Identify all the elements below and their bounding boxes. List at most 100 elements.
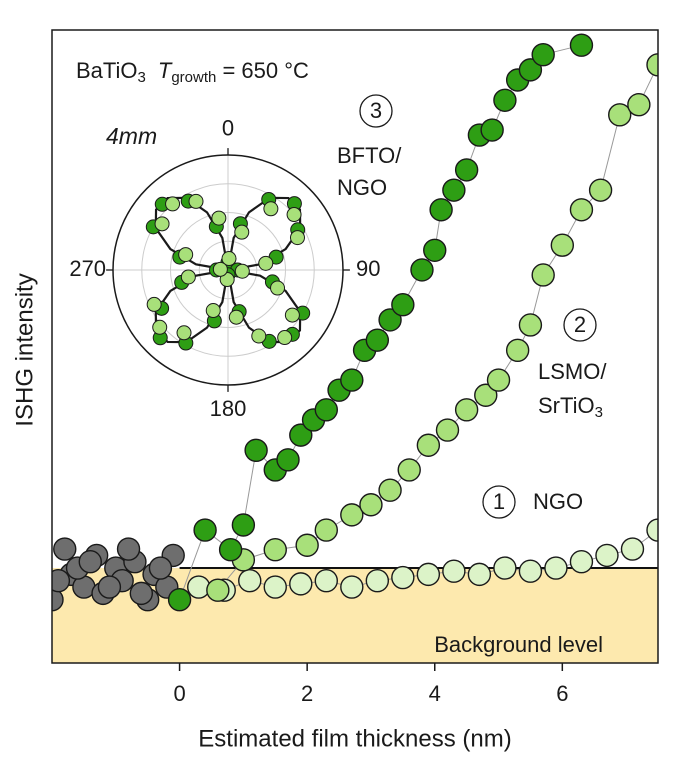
polar-point — [234, 224, 250, 240]
point — [486, 368, 511, 392]
label-circle — [482, 485, 516, 519]
point — [340, 503, 364, 527]
point — [53, 537, 77, 561]
polar-point — [152, 319, 168, 335]
point — [263, 575, 287, 599]
point — [423, 238, 447, 262]
point — [340, 575, 364, 599]
polar-point — [205, 303, 221, 319]
point — [544, 556, 568, 580]
point — [295, 533, 319, 557]
annotation-part: T — [158, 58, 173, 83]
point — [493, 556, 517, 580]
polar-point — [277, 330, 293, 346]
polar-point — [221, 251, 237, 267]
point — [314, 398, 338, 422]
annotation: BaTiO3 Tgrowth = 650 °C — [76, 58, 309, 86]
point — [454, 158, 479, 182]
label-circle — [359, 94, 393, 128]
annotation: 1 — [493, 489, 505, 514]
point — [263, 537, 287, 562]
point — [429, 198, 453, 222]
polar-point — [154, 216, 170, 232]
point — [276, 448, 300, 472]
point — [435, 418, 460, 442]
point — [569, 198, 594, 222]
point — [569, 550, 594, 574]
plot-frame — [51, 29, 659, 664]
x-tick-label: 4 — [429, 681, 441, 706]
point — [314, 518, 338, 542]
point — [378, 478, 402, 502]
point — [289, 423, 313, 447]
point — [518, 58, 543, 82]
point — [416, 433, 441, 457]
annotation-part: 3 — [138, 69, 146, 86]
annotation-part: SrTiO — [538, 393, 595, 418]
point — [518, 313, 543, 337]
point — [493, 88, 517, 112]
point — [78, 550, 102, 574]
annotation: 2 — [574, 312, 586, 337]
point — [187, 575, 211, 599]
annotation: Background level — [434, 632, 603, 657]
polar-point — [165, 196, 181, 212]
point — [365, 569, 390, 593]
point — [391, 565, 415, 590]
polar-point — [289, 230, 305, 246]
point — [595, 543, 619, 568]
point — [531, 42, 555, 67]
point — [148, 556, 173, 580]
point — [52, 588, 64, 612]
point — [231, 513, 256, 537]
annotation-part: BaTiO — [76, 58, 138, 83]
point — [454, 398, 479, 422]
polar-point — [286, 207, 302, 223]
x-axis-label: Estimated film thickness (nm) — [198, 725, 511, 752]
point — [410, 258, 434, 282]
point — [167, 588, 192, 612]
point — [467, 562, 492, 587]
point — [442, 178, 466, 202]
point — [627, 92, 651, 117]
polar-point — [251, 328, 267, 344]
annotation-part: = 650 °C — [216, 58, 309, 83]
annotation-part: growth — [171, 69, 216, 86]
point — [238, 569, 262, 593]
x-tick-label: 2 — [301, 681, 313, 706]
polar-point — [270, 280, 286, 296]
y-axis-label: ISHG intensity — [11, 273, 38, 426]
polar-point — [146, 296, 162, 312]
polar-point — [263, 201, 279, 217]
polar-point — [180, 269, 196, 285]
point — [206, 578, 230, 602]
polar-point — [176, 325, 192, 341]
point — [97, 575, 122, 599]
point — [646, 518, 658, 542]
point — [391, 293, 415, 317]
point — [608, 103, 632, 127]
point — [289, 572, 313, 596]
point — [314, 569, 338, 593]
point — [620, 537, 645, 561]
point — [116, 537, 141, 561]
annotation: NGO — [337, 175, 387, 200]
polar-angle-label: 0 — [222, 116, 234, 141]
point — [397, 458, 421, 482]
annotation-part: 3 — [595, 404, 603, 421]
polar-title: 4mm — [106, 123, 157, 149]
annotation: 3 — [370, 98, 382, 123]
x-tick-label: 0 — [173, 681, 185, 706]
point — [646, 53, 658, 77]
polar-point — [228, 309, 244, 325]
plot-points — [52, 33, 658, 612]
series-line — [179, 44, 582, 600]
polar-angle-label: 270 — [69, 256, 106, 281]
point — [588, 178, 613, 202]
point — [378, 308, 402, 332]
polar-point — [211, 210, 227, 226]
polar-point — [188, 193, 204, 209]
point — [442, 559, 466, 583]
annotation: BFTO/ — [337, 143, 402, 168]
